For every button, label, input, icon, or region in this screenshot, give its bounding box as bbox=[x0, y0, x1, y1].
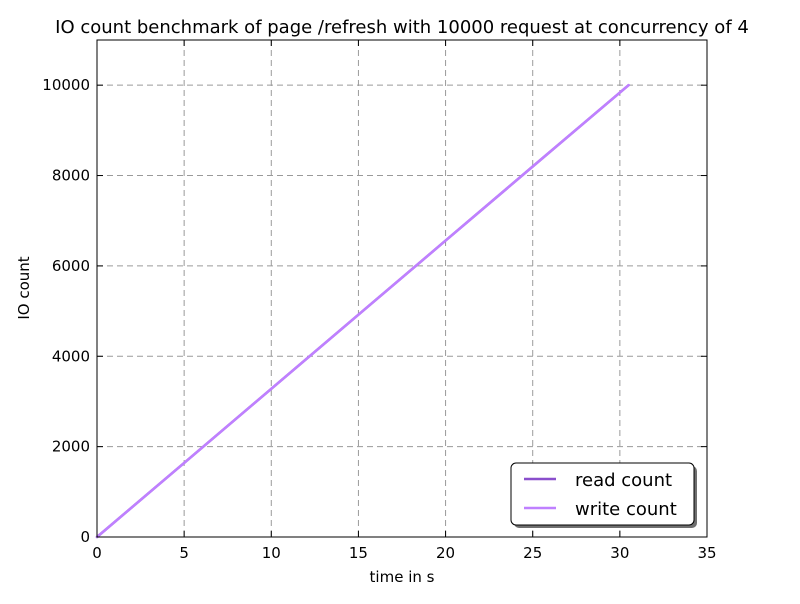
y-tick-label: 4000 bbox=[52, 347, 90, 365]
x-axis-label: time in s bbox=[370, 568, 435, 586]
x-tick-label: 0 bbox=[92, 544, 102, 562]
x-tick-label: 20 bbox=[436, 544, 455, 562]
x-tick-label: 25 bbox=[523, 544, 542, 562]
chart-title: IO count benchmark of page /refresh with… bbox=[55, 17, 749, 38]
plot-area-background bbox=[97, 40, 707, 537]
x-tick-label: 5 bbox=[179, 544, 189, 562]
x-tick-label: 35 bbox=[697, 544, 716, 562]
plot-frame bbox=[96, 39, 708, 538]
x-tick-label: 10 bbox=[262, 544, 281, 562]
axis-ticks: 0 5 10 15 20 25 30 35 0 2000 4000 6000 8000 10000 bbox=[42, 40, 717, 562]
y-tick-label: 0 bbox=[80, 528, 90, 546]
legend-box bbox=[510, 462, 695, 526]
y-axis-label: IO count bbox=[15, 256, 33, 319]
y-tick-label: 2000 bbox=[52, 438, 90, 456]
x-tick-label: 15 bbox=[349, 544, 368, 562]
legend: read count write count bbox=[510, 462, 697, 528]
series-lines bbox=[95, 83, 630, 539]
legend-label-write-count: write count bbox=[575, 499, 677, 520]
y-tick-label: 10000 bbox=[42, 76, 90, 94]
gridlines bbox=[97, 40, 707, 537]
series-line-write-count bbox=[95, 83, 630, 539]
y-tick-label: 8000 bbox=[52, 167, 90, 185]
y-tick-label: 6000 bbox=[52, 257, 90, 275]
legend-label-read-count: read count bbox=[575, 470, 672, 491]
x-tick-label: 30 bbox=[610, 544, 629, 562]
